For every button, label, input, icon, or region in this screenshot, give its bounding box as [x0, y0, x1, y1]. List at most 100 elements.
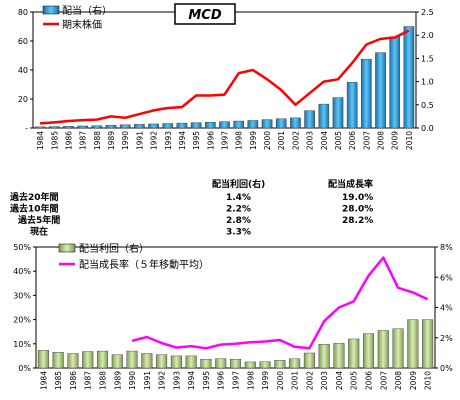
top-right-tick-label: 2.5 [421, 8, 434, 17]
bottom-right-tick-label: 4% [440, 304, 453, 313]
logo-box: MCD [174, 3, 236, 25]
top-bar [332, 97, 344, 129]
top-bar [403, 26, 415, 129]
stats-row-growth: 19.0% [342, 193, 373, 203]
top-x-tick-label: 2008 [377, 131, 386, 150]
top-left-tick-label: - [25, 124, 28, 133]
bottom-bar [52, 352, 64, 369]
top-bar [275, 118, 287, 129]
bottom-x-tick-label: 2006 [365, 371, 374, 390]
top-bar [361, 58, 372, 129]
top-right-tick-label: 2.0 [421, 31, 434, 40]
bottom-bar [274, 360, 286, 369]
bottom-bar [215, 358, 227, 369]
bottom-line-series [131, 256, 429, 350]
top-x-tick-label: 1996 [206, 131, 215, 150]
bottom-x-tick-label: 1987 [84, 371, 93, 390]
top-left-tick-label: 60 [18, 37, 28, 46]
top-x-tick-label: 1991 [135, 131, 144, 150]
top-bar [247, 120, 259, 129]
bottom-legend-line-label: 配当成長率（５年移動平均） [79, 258, 209, 271]
top-bar [77, 125, 88, 129]
stats-row-label: 現在 [30, 226, 48, 238]
top-x-tick-label: 2006 [348, 131, 357, 150]
bottom-x-tick-label: 1999 [261, 371, 270, 390]
top-bar [91, 125, 103, 129]
stats-row-yield: 3.3% [226, 228, 251, 238]
top-right-tick-label: 1.0 [421, 78, 434, 87]
top-chart: - 20 40 60 80 0.0 0.5 1.0 1.5 2.0 2.5 1984 1985 1986 1… [18, 3, 434, 150]
top-legend-bar-label: 配当（右） [62, 4, 112, 17]
bottom-bar [126, 350, 138, 369]
bottom-bar [37, 350, 49, 369]
top-legend: 配当（右） 期末株価 [42, 4, 112, 31]
top-x-tick-label: 2010 [405, 131, 414, 150]
top-bar [290, 117, 301, 129]
top-bar [304, 110, 315, 129]
bottom-x-tick-label: 2003 [320, 371, 329, 390]
bottom-x-tick-label: 2010 [424, 371, 433, 390]
top-x-tick-label: 2000 [263, 131, 272, 150]
bottom-x-tick-label: 1996 [217, 371, 226, 390]
bottom-bar [111, 354, 123, 369]
bottom-bar [244, 361, 256, 369]
top-x-tick-label: 2004 [320, 131, 329, 150]
bottom-x-tick-label: 1986 [69, 371, 78, 390]
top-legend-line-label: 期末株価 [62, 18, 102, 31]
stats-header-yield: 配当利回(右) [212, 178, 265, 190]
bottom-bar [229, 359, 242, 369]
top-bar [34, 126, 46, 129]
bottom-x-tick-label: 1984 [39, 371, 48, 390]
top-x-tick-label: 1999 [249, 131, 258, 150]
top-bar [375, 52, 386, 129]
top-x-tick-label: 1997 [221, 131, 230, 150]
bottom-right-tick-label: 2% [440, 334, 453, 343]
bottom-x-tick-label: 2009 [409, 371, 418, 390]
top-bar [134, 124, 145, 129]
top-x-tick-label: 1985 [50, 131, 59, 150]
bottom-bar [67, 353, 79, 369]
bottom-bar [200, 359, 212, 369]
top-bar [190, 122, 202, 129]
bottom-left-tick-label: 30% [13, 291, 31, 300]
bottom-legend-bar-label: 配当利回（右） [79, 242, 149, 255]
bottom-bar [407, 319, 419, 369]
top-bar [48, 126, 60, 129]
top-right-tick-label: 0.0 [421, 124, 434, 133]
bottom-x-tick-label: 1992 [158, 371, 167, 390]
bottom-chart: 0% 10% 20% 30% 40% 50% 0% 2% 4% 6% 8% 1984 1985 1986 1… [13, 242, 453, 390]
bottom-x-tick-label: 2000 [276, 371, 285, 390]
bottom-x-tick-label: 1998 [246, 371, 255, 390]
top-bar [176, 122, 188, 129]
top-x-tick-label: 2007 [362, 131, 371, 150]
stats-row-label: 過去20年間 [9, 191, 59, 203]
bottom-left-tick-label: 50% [13, 243, 31, 252]
top-bar [219, 121, 230, 129]
top-left-tick-label: 80 [18, 8, 28, 17]
top-bar [119, 124, 131, 129]
bottom-x-tick-label: 2004 [335, 371, 344, 390]
top-x-tick-label: 2005 [334, 131, 343, 150]
bottom-left-tick-label: 10% [13, 340, 31, 349]
bottom-bar [318, 344, 330, 369]
bottom-x-tick-label: 1991 [143, 371, 152, 390]
top-x-tick-label: 2009 [391, 131, 400, 150]
bottom-bar [303, 352, 315, 369]
bottom-bar [362, 333, 375, 369]
bottom-left-tick-label: 40% [13, 267, 31, 276]
top-bar [63, 126, 74, 129]
bottom-bar [96, 350, 109, 369]
top-x-tick-label: 1992 [150, 131, 159, 150]
bottom-bar [185, 355, 197, 369]
bottom-legend: 配当利回（右） 配当成長率（５年移動平均） [58, 242, 209, 271]
bottom-x-tick-label: 1993 [172, 371, 181, 390]
bottom-bar [82, 351, 94, 369]
top-line-series [40, 29, 410, 125]
stats-row-yield: 2.2% [226, 205, 251, 215]
bottom-x-tick-label: 2001 [291, 371, 300, 390]
stats-row-yield: 1.4% [226, 193, 251, 203]
top-x-tick-label: 2001 [277, 131, 286, 150]
top-bar [205, 121, 216, 129]
bottom-x-tick-label: 1989 [113, 371, 122, 390]
